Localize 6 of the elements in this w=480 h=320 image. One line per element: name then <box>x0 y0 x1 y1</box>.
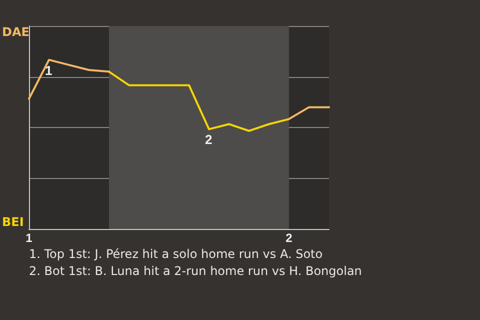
text: BEI <box>2 215 24 229</box>
text: 1. Top 1st: J. Pérez hit a solo home run vs A. Soto <box>29 246 324 263</box>
text: DAE <box>2 25 30 39</box>
text: 2. Bot 1st: B. Luna hit a 2-run home run vs H. Bongolan <box>29 263 362 280</box>
annotation: 2 <box>205 132 212 148</box>
annotation: 1 <box>45 62 52 78</box>
